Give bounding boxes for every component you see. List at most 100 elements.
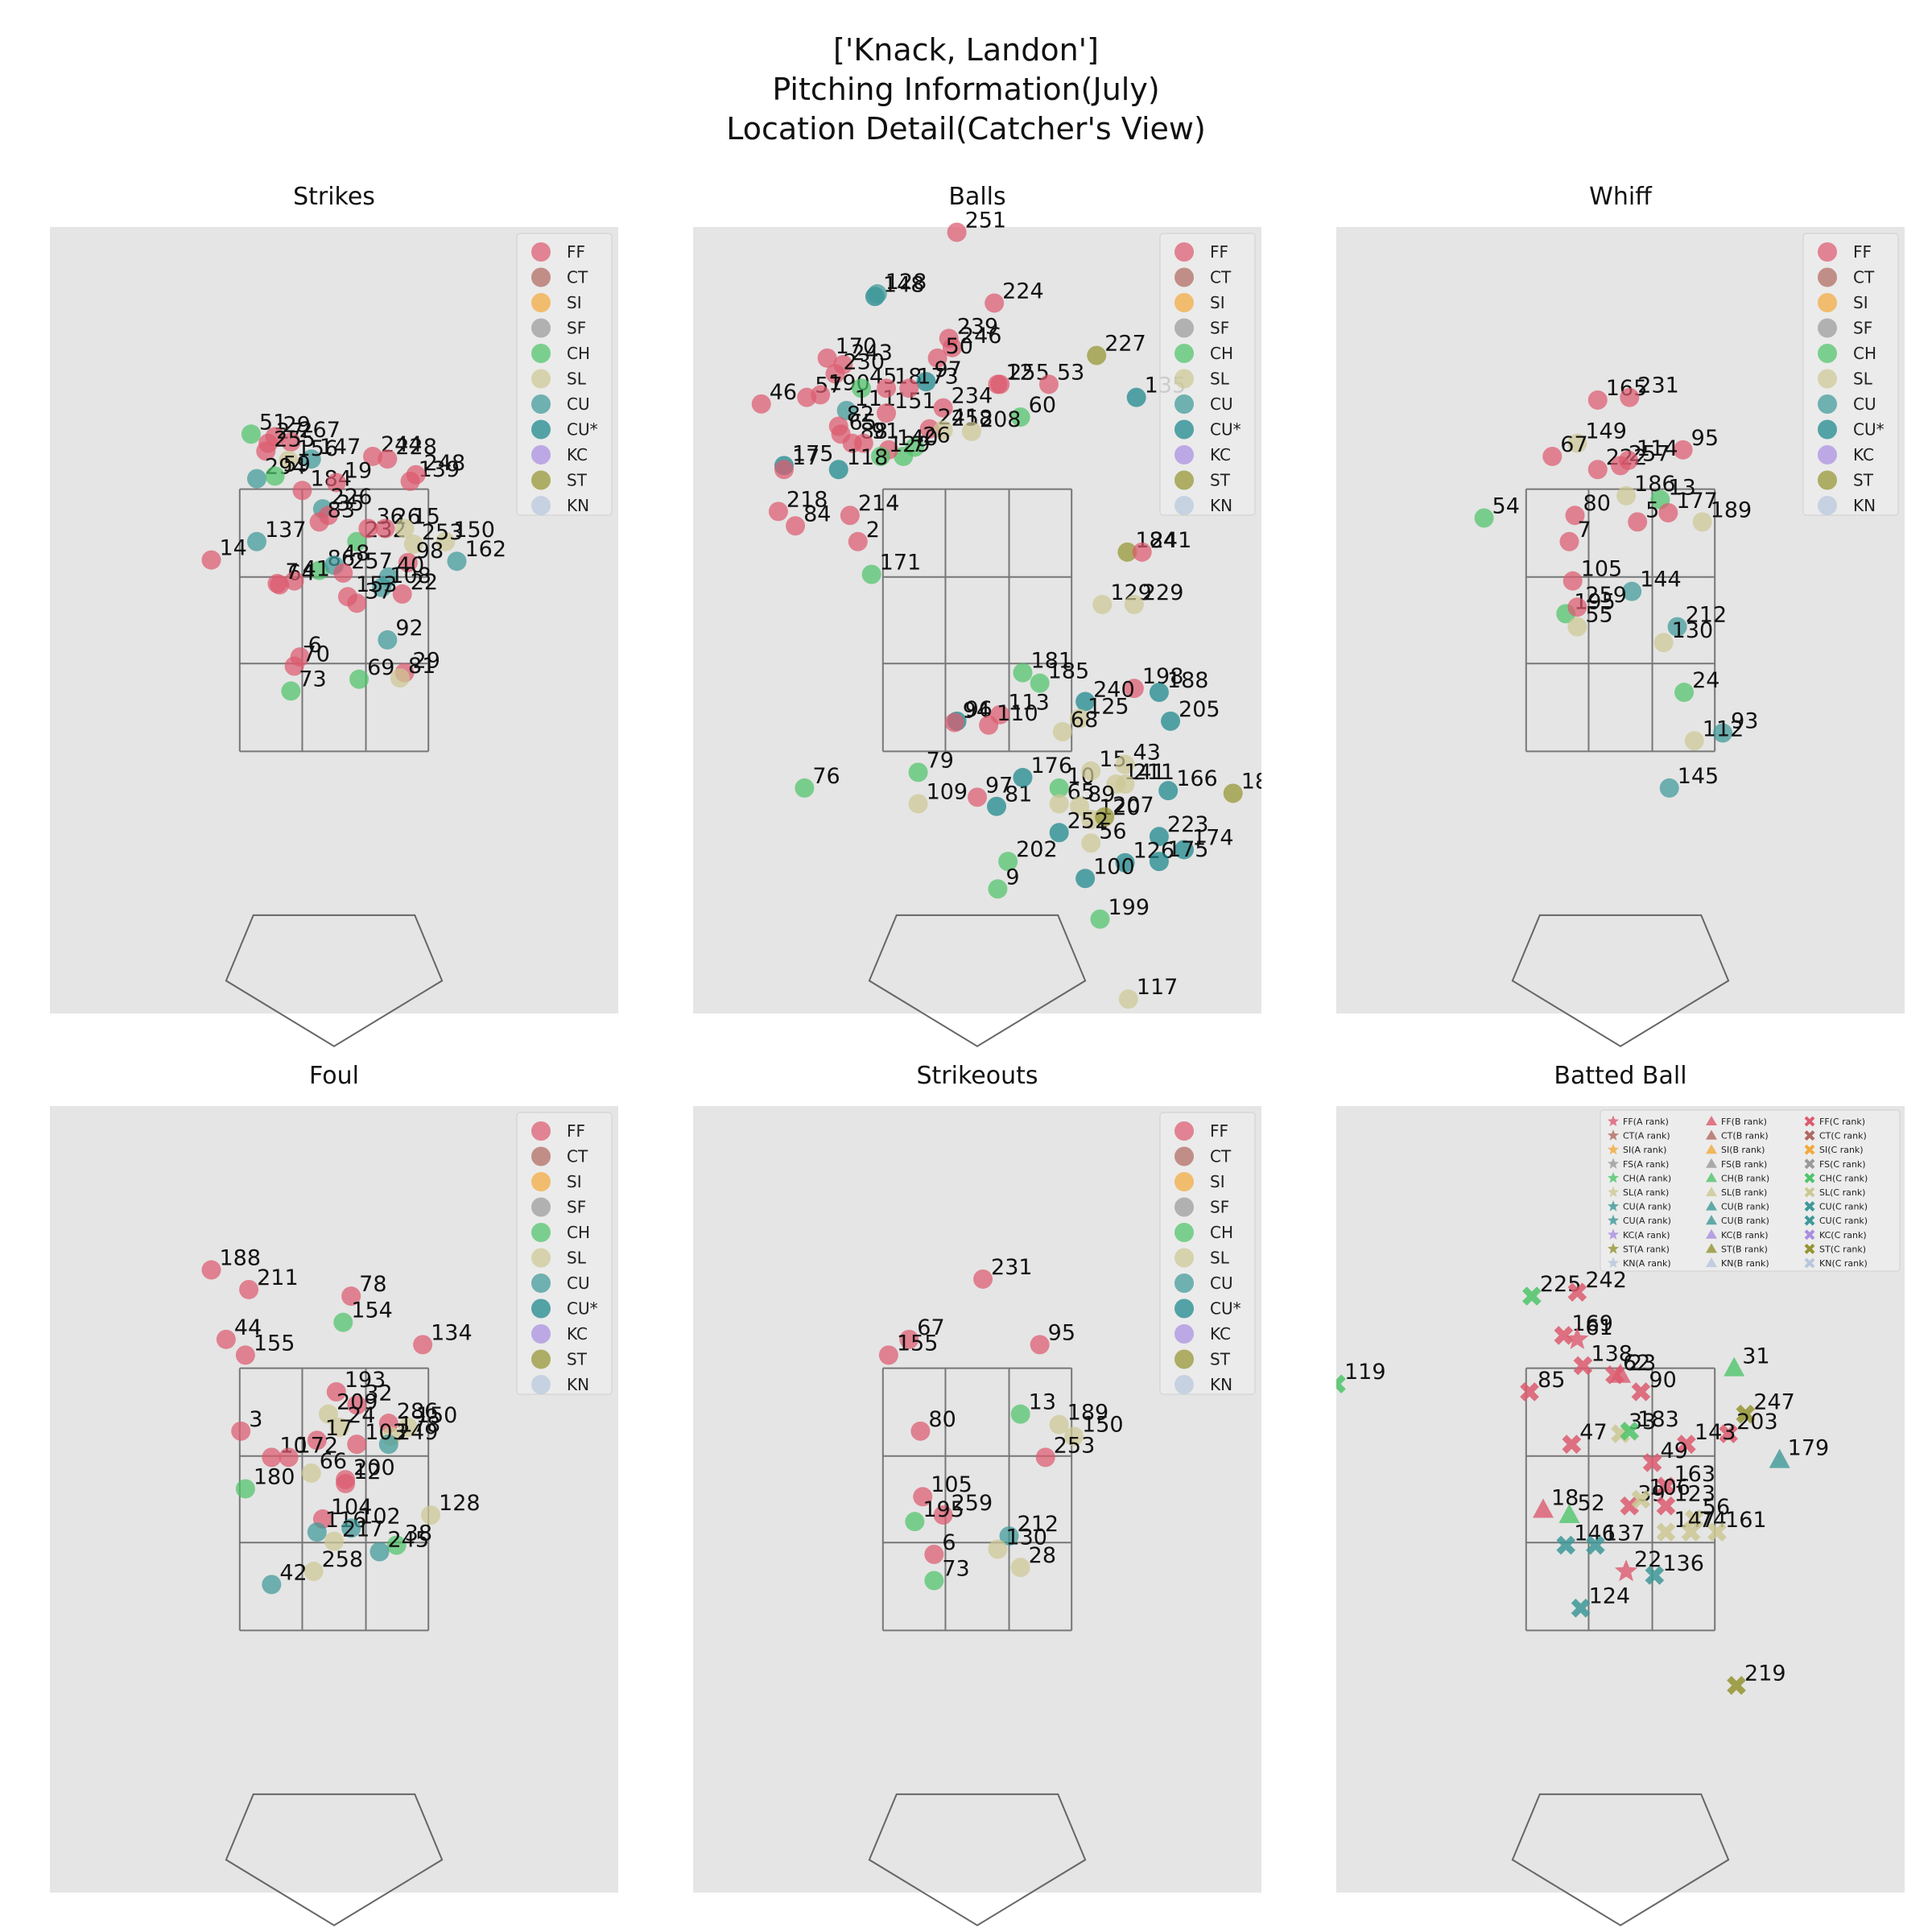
pitch-label: 109 xyxy=(927,779,968,804)
legend-item: CU* xyxy=(1174,419,1241,440)
pitch-point: 24 xyxy=(1674,668,1719,703)
pitch-label: 137 xyxy=(1604,1521,1645,1546)
legend-marker xyxy=(531,369,551,389)
pitch-point: 95 xyxy=(1673,426,1719,460)
legend-marker xyxy=(531,496,551,515)
legend-marker xyxy=(531,445,551,464)
pitch-point: 113 xyxy=(990,691,1050,724)
pitch-label: 207 xyxy=(1113,793,1154,818)
pitch-point: 91 xyxy=(853,419,899,453)
pitch-label: 55 xyxy=(1585,603,1612,628)
legend-label: CT xyxy=(1853,268,1875,287)
pitch-marker xyxy=(333,563,353,583)
pitch-marker xyxy=(870,446,890,466)
pitch-point: 253 xyxy=(1035,1433,1095,1468)
legend-label: CU(A rank) xyxy=(1623,1202,1671,1212)
rank-a-marker xyxy=(1566,1327,1589,1349)
pitch-point: 241 xyxy=(1132,528,1191,562)
legend-item: CU xyxy=(1174,1274,1233,1293)
pitch-marker xyxy=(1567,617,1587,637)
pitch-marker xyxy=(1667,617,1687,637)
pitch-marker xyxy=(751,394,771,414)
pitch-marker xyxy=(284,656,304,676)
legend-item: FF(C rank) xyxy=(1804,1116,1865,1127)
pitch-point: 18 xyxy=(1532,1486,1579,1518)
pitch-point: 211 xyxy=(239,1265,299,1299)
pitch-label: 81 xyxy=(1005,782,1032,807)
legend-item: KC xyxy=(1818,445,1874,464)
pitch-label: 9 xyxy=(1005,865,1019,890)
rank-c-marker xyxy=(1656,1496,1676,1516)
pitch-label: 234 xyxy=(952,384,993,409)
legend-marker xyxy=(1174,318,1194,338)
pitch-marker xyxy=(1013,767,1033,787)
pitch-label: 150 xyxy=(416,1403,458,1428)
legend-marker xyxy=(531,1274,551,1293)
legend-box xyxy=(1159,1112,1256,1395)
pitch-point: 212 xyxy=(999,1512,1059,1546)
pitch-point: 154 xyxy=(333,1298,393,1332)
pitch-marker xyxy=(281,432,301,452)
pitch-point: 150 xyxy=(436,518,495,551)
pitch-point: 35 xyxy=(318,491,364,526)
pitch-marker xyxy=(241,424,261,444)
legend: FF CT SI SF CH SL CU CU* KC ST KN xyxy=(516,1112,613,1395)
pitch-point: 193 xyxy=(326,1368,386,1402)
pitch-label: 124 xyxy=(1589,1584,1631,1609)
pitch-label: 128 xyxy=(886,270,927,295)
pitch-label: 78 xyxy=(359,1272,386,1297)
pitch-marker xyxy=(1628,512,1648,532)
pitch-marker xyxy=(1044,1030,1063,1050)
pitch-label: 205 xyxy=(1179,697,1220,722)
legend-label: CU(B rank) xyxy=(1721,1216,1769,1226)
legend-item: KC(C rank) xyxy=(1804,1229,1867,1241)
legend-label: SL xyxy=(567,369,587,389)
legend-item: ST(A rank) xyxy=(1607,1242,1670,1254)
panel-title: Strikeouts xyxy=(917,1062,1038,1090)
pitch-marker xyxy=(825,364,845,384)
strike-zone xyxy=(881,1367,1073,1632)
legend-box xyxy=(1802,233,1899,516)
pitch-label: 189 xyxy=(1711,497,1752,522)
legend-item: CT(C rank) xyxy=(1804,1130,1867,1141)
pitch-marker xyxy=(1013,663,1033,683)
legend-marker xyxy=(1174,1197,1194,1217)
pitch-point: 195 xyxy=(905,1497,964,1532)
pitch-label: 267 xyxy=(299,418,341,443)
legend-marker xyxy=(531,1248,551,1268)
pitch-label: 214 xyxy=(858,491,900,516)
pitch-point: 187 xyxy=(1223,769,1261,803)
pitch-point: 94 xyxy=(944,699,990,733)
pitch-label: 174 xyxy=(1192,825,1234,850)
pitch-label: 181 xyxy=(1030,649,1072,674)
pitch-label: 178 xyxy=(399,1412,441,1437)
pitch-label: 7 xyxy=(285,559,299,584)
legend-item: CU(B rank) xyxy=(1706,1215,1769,1226)
pitch-marker xyxy=(303,1562,324,1582)
pitch-label: 189 xyxy=(1067,1401,1109,1426)
pitch-point: 46 xyxy=(751,380,797,414)
pitch-marker xyxy=(913,1487,933,1507)
legend-box xyxy=(516,1112,613,1395)
pitch-marker xyxy=(292,481,312,501)
legend-label: CU xyxy=(1210,1274,1233,1293)
legend-label: ST xyxy=(1210,1350,1231,1369)
pitch-marker xyxy=(933,420,953,440)
pitch-point: 69 xyxy=(349,655,394,689)
legend-marker xyxy=(1607,1186,1620,1198)
pitch-marker xyxy=(924,1571,944,1591)
legend-label: CH(C rank) xyxy=(1819,1173,1868,1183)
legend-item: KC(B rank) xyxy=(1706,1228,1769,1241)
rank-c-marker xyxy=(1620,1422,1640,1441)
pitch-point: 78 xyxy=(341,1272,387,1307)
legend-label: FF(B rank) xyxy=(1721,1117,1767,1127)
legend-marker xyxy=(1706,1144,1717,1154)
pitch-point: 211 xyxy=(1115,760,1174,795)
pitch-marker xyxy=(795,778,815,798)
legend-item: FS(B rank) xyxy=(1706,1158,1767,1170)
pitch-point: 28 xyxy=(1010,1543,1056,1578)
pitch-point: 52 xyxy=(1558,1491,1605,1524)
pitch-marker xyxy=(774,460,794,480)
pitch-label: 84 xyxy=(803,502,831,526)
pitch-point: 225 xyxy=(1522,1272,1581,1306)
